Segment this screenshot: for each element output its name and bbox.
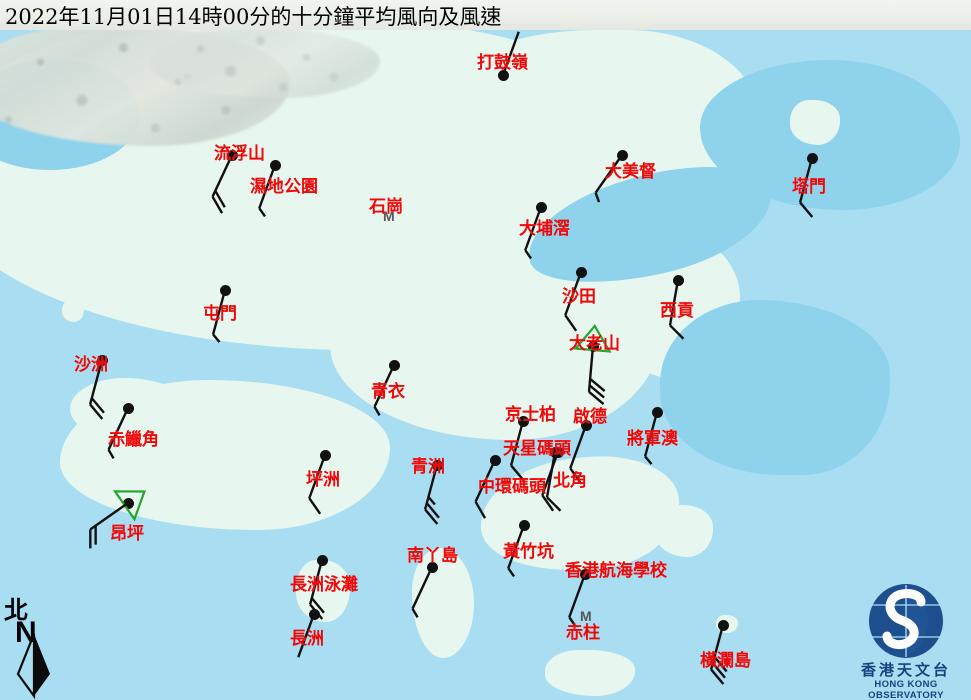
island-lamma — [412, 548, 474, 658]
station-label: 大埔滘 — [519, 219, 570, 239]
station-label: 香港航海學校 — [565, 561, 667, 581]
station-label: 屯門 — [203, 304, 237, 324]
station-label: 赤柱 — [566, 623, 600, 643]
north-arrow-icon — [16, 633, 50, 700]
wind-barb-icon — [709, 624, 728, 685]
station-label: 石崗 — [369, 197, 403, 217]
station-label: 打鼓嶺 — [477, 53, 528, 73]
wind-barb-icon — [258, 164, 277, 218]
station-label: 黃竹坑 — [503, 542, 554, 562]
compass-rose: 北 N — [2, 590, 82, 700]
station-label: 長洲 — [290, 629, 324, 649]
wind-barb-icon — [423, 464, 440, 525]
satellite-urban-texture-2 — [150, 28, 380, 98]
station-label: 青洲 — [411, 457, 445, 477]
wind-barb-icon — [668, 279, 685, 340]
wind-barb-icon — [524, 206, 543, 260]
wind-barb-icon — [474, 459, 497, 519]
gust-triangle-icon — [112, 490, 146, 522]
wind-barb-icon — [507, 524, 526, 578]
station-label: 流浮山 — [214, 144, 265, 164]
wind-barb-icon — [643, 411, 659, 465]
station-label: 天星碼頭 — [503, 439, 571, 459]
station-label: 南丫島 — [407, 546, 458, 566]
missing-data-marker: M — [383, 208, 395, 224]
wind-barb-icon — [373, 364, 396, 416]
compass-label-zh: 北 — [4, 595, 28, 624]
station-label: 西貢 — [660, 301, 694, 321]
station-label: 塔門 — [792, 177, 826, 197]
station-label: 赤鱲角 — [108, 430, 159, 450]
station-label: 長洲泳灘 — [290, 575, 358, 595]
page-title: 2022年11月01日14時00分的十分鐘平均風向及風速 — [5, 5, 502, 29]
station-label: 北角 — [553, 471, 587, 491]
island-tap-mun — [790, 100, 840, 145]
hko-logo: 香港天文台 HONG KONG OBSERVATORY — [843, 583, 969, 700]
wind-barb-icon — [594, 154, 623, 203]
station-label: 啟德 — [573, 407, 607, 427]
wind-barb-icon — [211, 154, 234, 214]
logo-text-zh: 香港天文台 — [860, 661, 951, 679]
logo-text-en: HONG KONG OBSERVATORY — [868, 679, 944, 700]
station-label: 沙洲 — [74, 355, 108, 375]
title-bar: 2022年11月01日14時00分的十分鐘平均風向及風速 — [0, 0, 971, 30]
station-label: 京士柏 — [505, 405, 556, 425]
wind-barb-icon — [573, 324, 612, 405]
wind-barb-icon — [501, 31, 520, 76]
wind-barb-icon — [509, 420, 525, 481]
station-label: 昂坪 — [110, 524, 144, 544]
wind-barb-icon — [568, 573, 587, 627]
wind-barb-icon — [564, 271, 583, 332]
wind-barb-icon — [89, 490, 146, 549]
station-label: 大老山 — [569, 334, 620, 354]
wind-barb-icon — [88, 359, 105, 420]
station-label: 大美督 — [605, 162, 656, 182]
missing-data-marker: M — [580, 608, 592, 624]
station-label: 橫瀾島 — [700, 651, 751, 671]
station-label: 中環碼頭 — [478, 477, 546, 497]
station-label: 濕地公園 — [250, 177, 318, 197]
wind-barb-icon — [308, 454, 327, 515]
station-label: 青衣 — [371, 382, 405, 402]
wind-barb-icon — [411, 566, 434, 618]
station-label: 沙田 — [562, 287, 596, 307]
wind-barb-icon — [211, 289, 227, 343]
sai-kung-bay — [660, 300, 890, 475]
wind-barb-icon — [569, 424, 588, 485]
hko-logo-icon — [869, 584, 943, 658]
wind-barb-icon — [107, 407, 130, 459]
island-sha-chau — [62, 300, 84, 322]
station-label: 將軍澳 — [627, 429, 678, 449]
wind-barb-icon — [798, 157, 814, 218]
island-tung-lung — [655, 505, 713, 557]
wind-barb-icon — [541, 451, 560, 512]
station-label: 坪洲 — [306, 470, 340, 490]
island-po-toi — [545, 650, 635, 696]
wind-barb-icon — [297, 613, 316, 658]
